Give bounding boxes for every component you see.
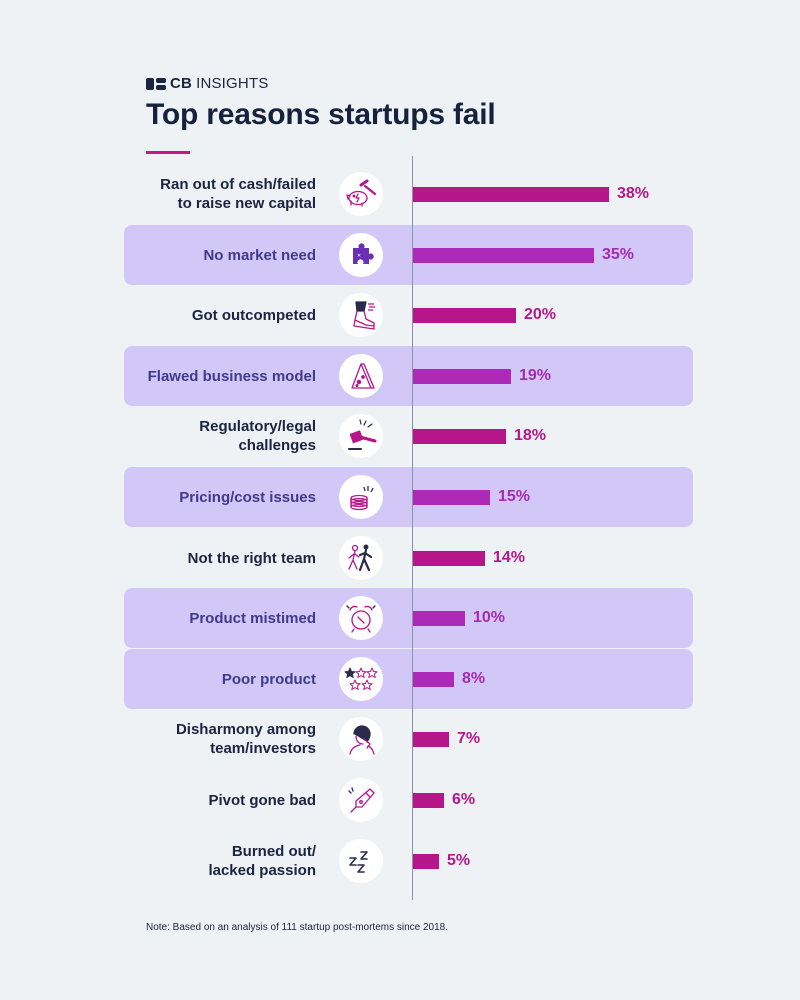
cheese-wedge-icon <box>339 354 383 398</box>
category-label-line: Got outcompeted <box>191 306 316 324</box>
highlight-band <box>124 588 693 648</box>
category-label: Not the right team <box>106 536 316 580</box>
category-label-line: Disharmony among <box>175 721 316 738</box>
bar <box>413 732 449 747</box>
highlight-band <box>124 467 693 527</box>
bar-value-label: 19% <box>519 367 552 384</box>
logo-insights-text: INSIGHTS <box>196 75 269 92</box>
category-label: Pivot gone bad <box>106 778 316 822</box>
bar-value-label: 15% <box>498 488 531 505</box>
highlight-band <box>124 649 693 709</box>
category-label-line: Pivot gone bad <box>208 791 316 809</box>
star-rating-icon <box>339 657 383 701</box>
category-label: Poor product <box>106 657 316 701</box>
bar-value-label: 6% <box>452 791 476 808</box>
people-walking-icon <box>339 536 383 580</box>
category-label-line: to raise new capital <box>177 195 316 212</box>
puzzle-piece-icon <box>339 233 383 277</box>
highlight-band <box>124 225 693 285</box>
chart-axis-line <box>412 156 413 900</box>
bar <box>413 672 454 687</box>
bar-value-label: 7% <box>457 730 481 747</box>
running-shoe-icon <box>339 293 383 337</box>
bar <box>413 551 485 566</box>
category-label-line: team/investors <box>210 740 316 757</box>
cb-logo-icon <box>146 77 166 91</box>
category-label-line: Pricing/cost issues <box>179 488 316 506</box>
coin-stack-icon <box>339 475 383 519</box>
bar <box>413 854 439 869</box>
bar-value-label: 20% <box>524 306 557 323</box>
footnote: Note: Based on an analysis of 111 startu… <box>146 922 449 933</box>
category-label: Regulatory/legal challenges <box>106 414 316 458</box>
bar-value-label: 5% <box>447 852 471 869</box>
category-label-line: Not the right team <box>187 549 316 567</box>
category-label: Pricing/cost issues <box>106 475 316 519</box>
category-label-line: Poor product <box>221 670 316 688</box>
bar <box>413 611 465 626</box>
pen-nib-icon <box>339 778 383 822</box>
category-label-line: Burned out/ <box>231 843 316 860</box>
category-label: Flawed business model <box>106 354 316 398</box>
title-accent-rule <box>146 151 190 154</box>
bar <box>413 429 506 444</box>
category-label-line: challenges <box>238 437 316 454</box>
zzz-sleep-icon <box>339 839 383 883</box>
bar-value-label: 8% <box>462 670 486 687</box>
category-label-line: Ran out of cash/failed <box>160 176 316 193</box>
alarm-clock-icon <box>339 596 383 640</box>
bar <box>413 490 490 505</box>
category-label-line: lacked passion <box>208 862 316 879</box>
piggy-bank-hammer-icon <box>339 172 383 216</box>
category-label-line: Regulatory/legal <box>199 418 316 435</box>
bar <box>413 369 511 384</box>
bar-value-label: 14% <box>493 549 526 566</box>
highlight-band <box>124 346 693 406</box>
logo-cb-text: CB <box>170 75 193 92</box>
bar <box>413 308 516 323</box>
chart-title: Top reasons startups fail <box>146 98 496 131</box>
category-label: Got outcompeted <box>106 293 316 337</box>
category-label: Ran out of cash/failed to raise new capit… <box>106 172 316 216</box>
gavel-icon <box>339 414 383 458</box>
category-label-line: No market need <box>203 246 316 264</box>
category-label: Burned out/lacked passion <box>106 839 316 883</box>
bar <box>413 248 594 263</box>
bar <box>413 793 444 808</box>
category-label: Disharmony among team/investors <box>106 717 316 761</box>
bar-value-label: 10% <box>473 609 506 626</box>
category-label: Product mistimed <box>106 596 316 640</box>
category-label: No market need <box>106 233 316 277</box>
category-label-line: Product mistimed <box>189 609 316 627</box>
logo: CB INSIGHTS <box>146 75 269 92</box>
bar-value-label: 35% <box>602 246 635 263</box>
bar-value-label: 38% <box>617 185 650 202</box>
frustrated-person-icon <box>339 717 383 761</box>
category-label-line: Flawed business model <box>147 367 316 385</box>
bar <box>413 187 609 202</box>
bar-value-label: 18% <box>514 427 547 444</box>
